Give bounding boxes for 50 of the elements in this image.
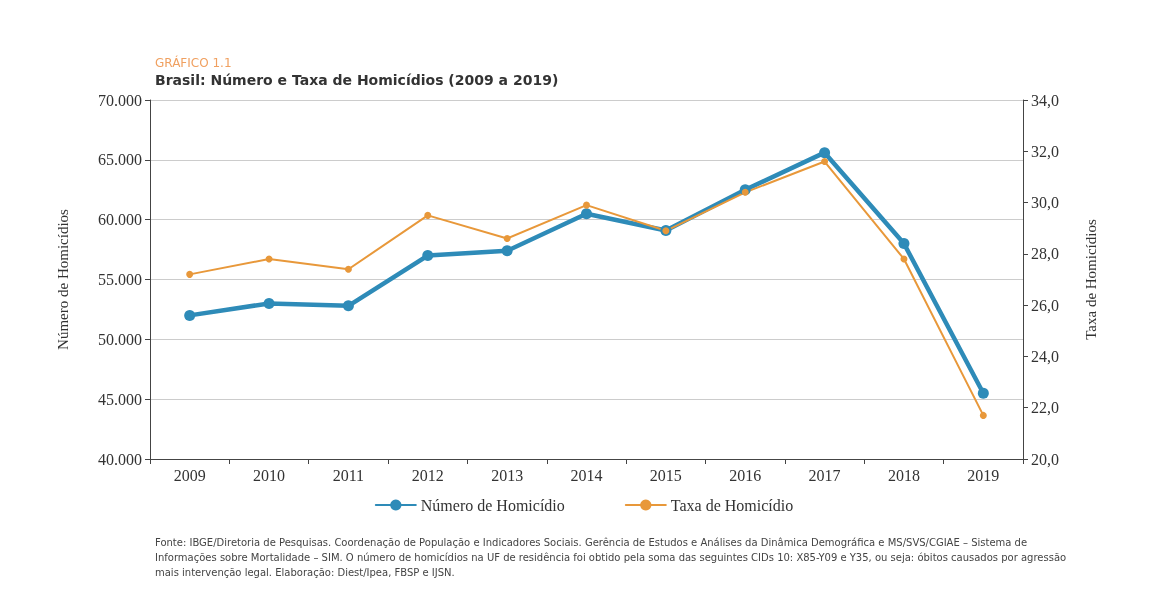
x-tick-label: 2013 xyxy=(491,466,524,484)
y2-tick-label: 34,0 xyxy=(1031,91,1059,109)
y2-tick-label: 20,0 xyxy=(1031,450,1059,468)
point xyxy=(977,387,989,399)
point xyxy=(583,201,590,209)
legend-label: Taxa de Homicídio xyxy=(670,496,794,514)
legend-label: Número de Homicídio xyxy=(420,496,565,514)
point xyxy=(184,309,196,321)
x-tick-label: 2017 xyxy=(808,466,841,484)
x-tick-label: 2012 xyxy=(411,466,444,484)
point xyxy=(422,250,434,262)
x-tick-label: 2009 xyxy=(173,466,206,484)
y2-tick-label: 24,0 xyxy=(1031,347,1059,365)
y-tick-label: 65.000 xyxy=(98,151,142,169)
point xyxy=(581,208,592,220)
y2-tick-label: 32,0 xyxy=(1031,142,1059,160)
point xyxy=(342,300,354,312)
point xyxy=(424,211,432,219)
point xyxy=(501,245,513,257)
point xyxy=(979,411,987,419)
y-tick-label: 40.000 xyxy=(98,450,142,468)
x-tick-label: 2011 xyxy=(332,466,365,484)
y2-tick-label: 28,0 xyxy=(1031,245,1059,263)
y2-tick-label: 30,0 xyxy=(1031,194,1059,212)
point xyxy=(344,265,352,273)
point xyxy=(263,297,275,309)
x-tick-label: 2018 xyxy=(887,466,920,484)
chart-title: Brasil: Número e Taxa de Homicídios (2009 a 2019) xyxy=(155,72,559,88)
x-tick-label: 2016 xyxy=(729,466,762,484)
x-tick-label: 2010 xyxy=(253,466,286,484)
y-tick-label: 55.000 xyxy=(98,271,142,288)
chart-subtitle: GRÁFICO 1.1 xyxy=(155,55,232,70)
y2-tick-label: 22,0 xyxy=(1031,399,1059,417)
y-tick-label: 60.000 xyxy=(98,211,142,229)
x-tick-label: 2015 xyxy=(649,466,682,484)
point xyxy=(819,147,831,159)
source-note: Fonte: IBGE/Diretoria de Pesquisas. Coordenação de População e Indicadores Sociais. Gerência de Estudos e Análises da Dinâmica Demográfica e MS/SVS/CGIAE – Sistema de Informações sobre Mortalidade – SIM. O número de homicídios na UF de residência foi obtido pela soma das seguintes CIDs 10: X85-Y09 e Y35, ou seja: óbitos causados por agressão mais intervenção legal. Elaboração: Diest/Ipea, FBSP e IJSN. xyxy=(155,537,1070,578)
y2-tick-label: 26,0 xyxy=(1031,296,1059,314)
y-tick-label: 45.000 xyxy=(98,390,142,408)
point xyxy=(186,270,194,278)
y-tick-label: 70.000 xyxy=(98,91,142,109)
point xyxy=(503,234,511,242)
x-tick-label: 2019 xyxy=(967,466,1000,484)
y-tick-label: 50.000 xyxy=(98,330,142,348)
point xyxy=(898,238,910,250)
y-axis-title: Número de Homicídios xyxy=(54,208,71,350)
point xyxy=(741,188,749,196)
point xyxy=(821,158,829,166)
x-tick-label: 2014 xyxy=(570,466,603,484)
y2-axis-title: Taxa de Homicídios xyxy=(1082,219,1099,340)
